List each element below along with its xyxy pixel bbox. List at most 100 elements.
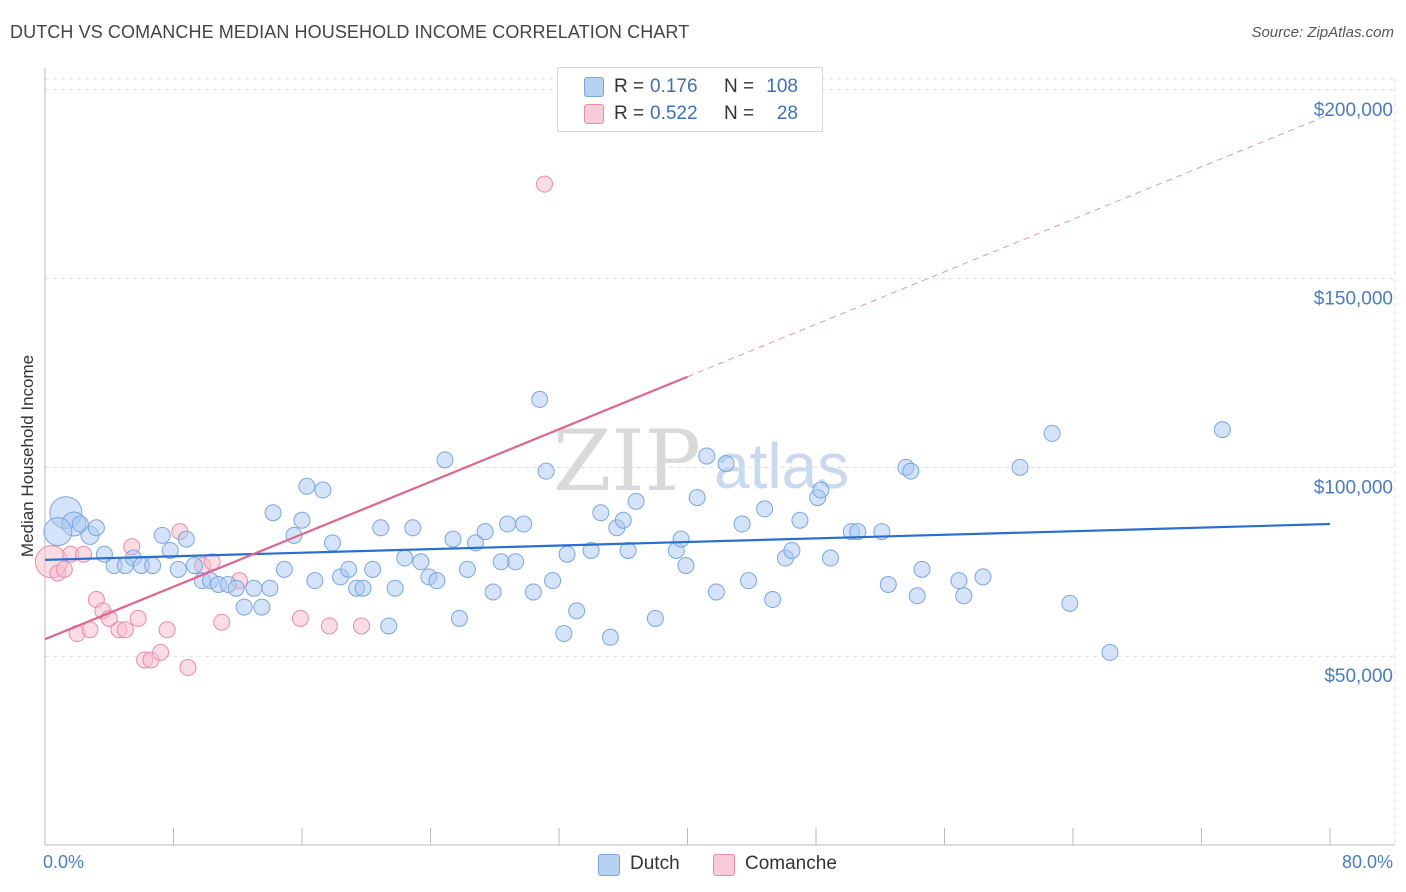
dutch-point <box>524 583 542 601</box>
dutch-point <box>879 575 897 593</box>
comanche-r-label: R = <box>614 103 645 124</box>
comanche-point <box>116 621 134 639</box>
dutch-point <box>717 455 735 473</box>
dutch-point <box>306 572 324 590</box>
dutch-point <box>404 519 422 537</box>
dutch-swatch <box>584 77 604 97</box>
chart-title: DUTCH VS COMANCHE MEDIAN HOUSEHOLD INCOM… <box>10 22 690 42</box>
source-label: Source: ZipAtlas.com <box>1251 24 1394 41</box>
dutch-point <box>601 628 619 646</box>
dutch-point <box>1043 424 1061 442</box>
dutch-point <box>955 587 973 605</box>
dutch-point <box>507 553 525 571</box>
dutch-point <box>396 549 414 567</box>
dutch-r-label: R = <box>614 76 645 97</box>
dutch-point <box>364 560 382 578</box>
dutch-point <box>950 572 968 590</box>
watermark-zip: ZIP <box>553 412 701 510</box>
dutch-point <box>614 511 632 529</box>
dutch-point <box>531 390 549 408</box>
dutch-point <box>821 549 839 567</box>
dutch-point <box>1101 643 1119 661</box>
dutch-point <box>688 489 706 507</box>
dutch-point <box>484 583 502 601</box>
comanche-points <box>34 175 554 677</box>
dutch-point <box>672 530 690 548</box>
dutch-point <box>568 602 586 620</box>
dutch-point <box>340 560 358 578</box>
dutch-point <box>253 598 271 616</box>
dutch-point <box>558 545 576 563</box>
comanche-point <box>536 175 554 193</box>
dutch-point <box>544 572 562 590</box>
dutch-point <box>476 523 494 541</box>
axes <box>44 68 1395 846</box>
dutch-point <box>412 553 430 571</box>
comanche-point <box>179 659 197 677</box>
dutch-point <box>707 583 725 601</box>
y-tick-labels: $50,000 $100,000 $150,000 $200,000 <box>1314 100 1393 687</box>
dutch-point <box>499 515 517 533</box>
comanche-legend-label: Comanche <box>745 853 837 874</box>
dutch-point <box>177 530 195 548</box>
dutch-point <box>153 526 171 544</box>
dutch-legend-swatch <box>598 854 620 876</box>
dutch-point <box>386 579 404 597</box>
dutch-point <box>293 511 311 529</box>
dutch-point <box>380 617 398 635</box>
dutch-r-value: 0.176 <box>650 76 698 97</box>
comanche-r-value: 0.522 <box>650 103 698 124</box>
dutch-point <box>458 560 476 578</box>
dutch-point <box>537 462 555 480</box>
dutch-point <box>324 534 342 552</box>
dutch-point <box>169 560 187 578</box>
dutch-point <box>144 557 162 575</box>
dutch-point <box>619 541 637 559</box>
x-axis-max-label: 80.0% <box>1341 852 1393 872</box>
comanche-n-value: 28 <box>776 103 798 124</box>
comanche-point <box>352 617 370 635</box>
dutch-point <box>756 500 774 518</box>
dutch-point <box>235 598 253 616</box>
comanche-legend-swatch <box>713 854 735 876</box>
dutch-point <box>627 492 645 510</box>
comanche-trend-line <box>44 375 688 641</box>
dutch-point <box>698 447 716 465</box>
dutch-point <box>582 541 600 559</box>
dutch-point <box>43 517 73 547</box>
comanche-n-label: N = <box>724 103 755 124</box>
comanche-point <box>152 643 170 661</box>
y-tick-label: $50,000 <box>1324 666 1393 687</box>
series-legend: Dutch Comanche <box>0 852 1406 878</box>
correlation-legend: R = 0.176 N = 108 R = 0.522 N = 28 <box>557 67 823 132</box>
dutch-point <box>264 504 282 522</box>
dutch-point <box>783 541 801 559</box>
dutch-point <box>515 515 533 533</box>
comanche-swatch <box>584 104 604 124</box>
dutch-point <box>227 579 245 597</box>
dutch-point <box>791 511 809 529</box>
dutch-point <box>354 579 372 597</box>
dutch-point <box>1213 421 1231 439</box>
y-tick-label: $100,000 <box>1314 477 1393 498</box>
dutch-point <box>677 557 695 575</box>
trend-lines <box>44 113 1331 641</box>
legend-row-comanche: R = 0.522 N = 28 <box>558 101 822 127</box>
dutch-point <box>592 504 610 522</box>
dutch-point <box>1061 594 1079 612</box>
dutch-point <box>245 579 263 597</box>
dutch-n-label: N = <box>724 76 755 97</box>
dutch-point <box>913 560 931 578</box>
comanche-point <box>129 609 147 627</box>
dutch-point <box>87 519 105 537</box>
dutch-point <box>372 519 390 537</box>
dutch-points <box>43 390 1231 661</box>
comanche-point <box>320 617 338 635</box>
dutch-point <box>450 609 468 627</box>
dutch-point <box>428 572 446 590</box>
dutch-point <box>646 609 664 627</box>
legend-row-dutch: R = 0.176 N = 108 <box>558 74 822 100</box>
dutch-trend-line <box>44 522 1331 561</box>
y-tick-label: $150,000 <box>1314 289 1393 310</box>
